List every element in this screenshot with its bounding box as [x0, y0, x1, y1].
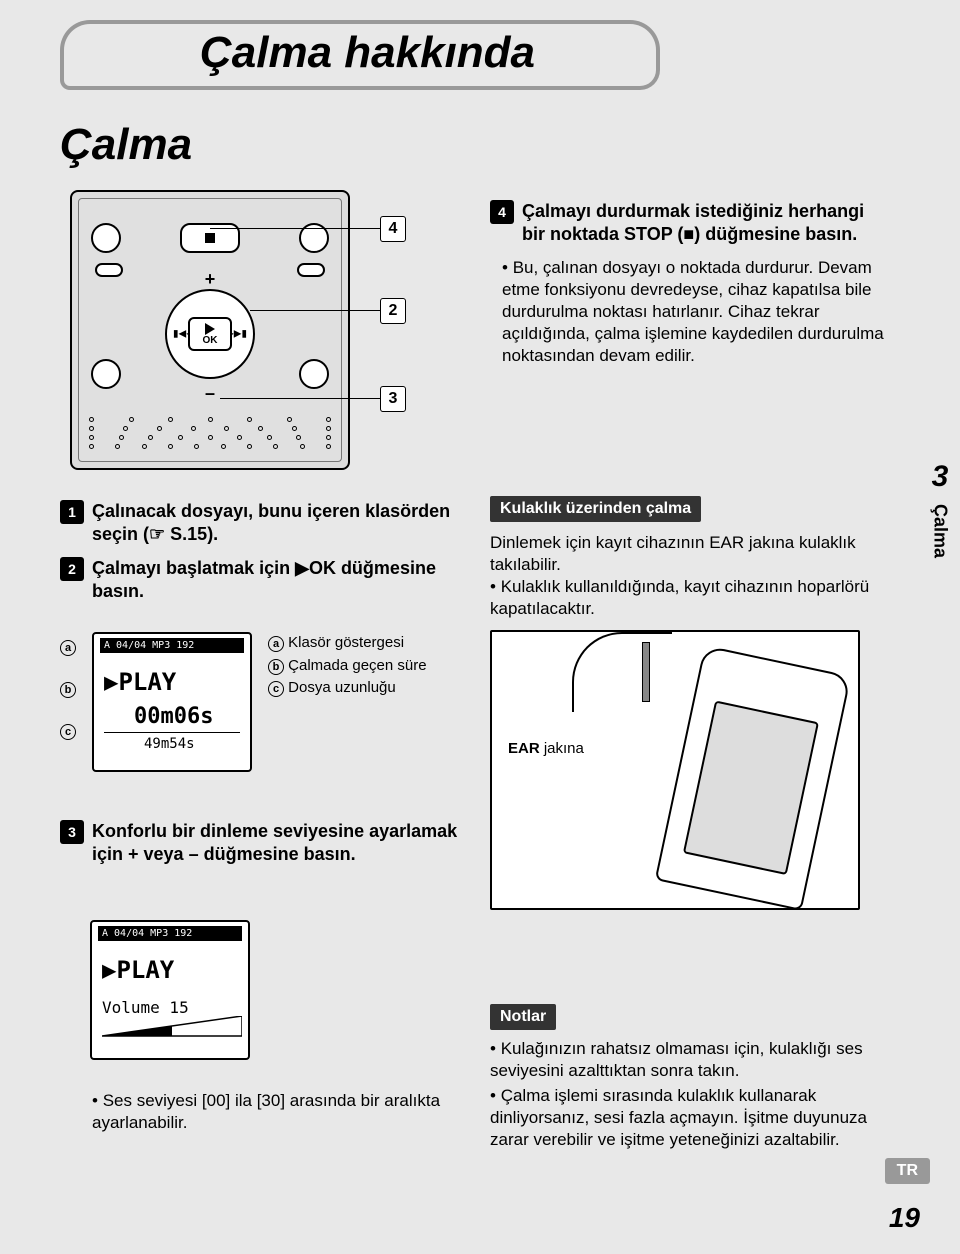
lcd1-len: 49m54s: [144, 736, 195, 752]
lcd2-play: ▶PLAY: [102, 956, 174, 984]
headphone-p2: Kulaklık kullanıldığında, kayıt cihazını…: [490, 576, 890, 620]
callout-line: [210, 228, 380, 229]
legend-b-icon: b: [60, 682, 76, 698]
callout-2: 2: [380, 298, 406, 324]
device-pill: [95, 263, 123, 277]
legend-b: Çalmada geçen süre: [288, 657, 426, 674]
legend-c-icon: c: [60, 724, 76, 740]
lcd-legend: a Klasör göstergesi b Çalmada geçen süre…: [268, 632, 427, 700]
lcd-screen-2: A 04/04 MP3 192 ▶PLAY Volume 15: [90, 920, 250, 1060]
step-3: 3 Konforlu bir dinleme seviyesine ayarla…: [60, 820, 460, 877]
step-badge-2: 2: [60, 557, 84, 581]
ok-button: OK: [188, 317, 232, 351]
note-1: Kulağınızın rahatsız olmaması için, kula…: [490, 1038, 890, 1082]
device-inner: + ▮◀◀ ▶▶▮ OK –: [78, 198, 342, 462]
headphone-heading: Kulaklık üzerinden çalma: [490, 496, 701, 522]
notes-section: Notlar Kulağınızın rahatsız olmaması içi…: [490, 1004, 890, 1154]
legend-c: Dosya uzunluğu: [288, 679, 396, 696]
page-title: Çalma hakkında: [200, 28, 535, 78]
step-3-sub: Ses seviyesi [00] ila [30] arasında bir …: [80, 1090, 450, 1137]
side-tab-number: 3: [932, 460, 949, 494]
lcd1-play: ▶PLAY: [104, 668, 176, 696]
cable-icon: [572, 632, 672, 712]
callout-line: [250, 310, 380, 311]
lcd1-time: 00m06s: [134, 704, 213, 729]
device-knob: [299, 359, 329, 389]
plus-icon: +: [205, 269, 216, 290]
lcd1-group: a b c A 04/04 MP3 192 ▶PLAY 00m06s 49m54…: [60, 632, 427, 772]
minus-icon: –: [205, 383, 215, 404]
step-3-sub-text: Ses seviyesi [00] ila [30] arasında bir …: [92, 1090, 450, 1134]
step-4-sub: Bu, çalınan dosyayı o noktada durdurur. …: [502, 257, 890, 367]
side-tab-label: Çalma: [930, 504, 951, 558]
step-2-text: Çalmayı başlatmak için ▶OK düğmesine bas…: [92, 557, 460, 604]
device-panel: + ▮◀◀ ▶▶▮ OK –: [70, 190, 350, 470]
step-badge-4: 4: [490, 200, 514, 224]
step-4: 4 Çalmayı durdurmak istediğiniz herhangi…: [490, 200, 890, 370]
callout-line: [220, 398, 380, 399]
speaker-dots: [89, 417, 331, 453]
callout-4: 4: [380, 216, 406, 242]
play-icon: [205, 323, 215, 335]
notes-heading: Notlar: [490, 1004, 556, 1030]
device-illustration: EAR jakına: [490, 630, 860, 910]
ok-label: OK: [203, 335, 218, 346]
callout-3: 3: [380, 386, 406, 412]
note-2: Çalma işlemi sırasında kulaklık kullanar…: [490, 1085, 890, 1151]
volume-ramp-icon: [102, 1016, 242, 1040]
lang-badge: TR: [885, 1158, 930, 1184]
page-number: 19: [889, 1202, 920, 1234]
jack-icon: [642, 642, 650, 702]
lcd2-vol: Volume 15: [102, 998, 189, 1017]
headphone-section: Kulaklık üzerinden çalma Dinlemek için k…: [490, 496, 890, 910]
headphone-p1: Dinlemek için kayıt cihazının EAR jakına…: [490, 533, 856, 574]
recorder-icon: [655, 645, 852, 911]
ear-label: EAR jakına: [508, 740, 584, 757]
lcd-screen-1: A 04/04 MP3 192 ▶PLAY 00m06s 49m54s: [92, 632, 252, 772]
section-heading: Çalma: [60, 120, 192, 170]
step-4-text: Çalmayı durdurmak istediğiniz herhangi b…: [522, 200, 890, 247]
legend-a-icon: a: [60, 640, 76, 656]
device-knob: [91, 223, 121, 253]
step-badge-3: 3: [60, 820, 84, 844]
step-1: 1 Çalınacak dosyayı, bunu içeren klasörd…: [60, 500, 460, 614]
lcd2-top: A 04/04 MP3 192: [98, 926, 242, 941]
device-pill: [297, 263, 325, 277]
device-knob: [91, 359, 121, 389]
step-badge-1: 1: [60, 500, 84, 524]
lcd2-group: A 04/04 MP3 192 ▶PLAY Volume 15: [90, 920, 250, 1060]
nav-wheel: ▮◀◀ ▶▶▮ OK: [165, 289, 255, 379]
step-1-text: Çalınacak dosyayı, bunu içeren klasörden…: [92, 500, 460, 547]
legend-a: Klasör göstergesi: [288, 634, 404, 651]
lcd1-top: A 04/04 MP3 192: [100, 638, 244, 653]
side-tab: 3 Çalma: [920, 460, 960, 558]
step-3-text: Konforlu bir dinleme seviyesine ayarlama…: [92, 820, 460, 867]
